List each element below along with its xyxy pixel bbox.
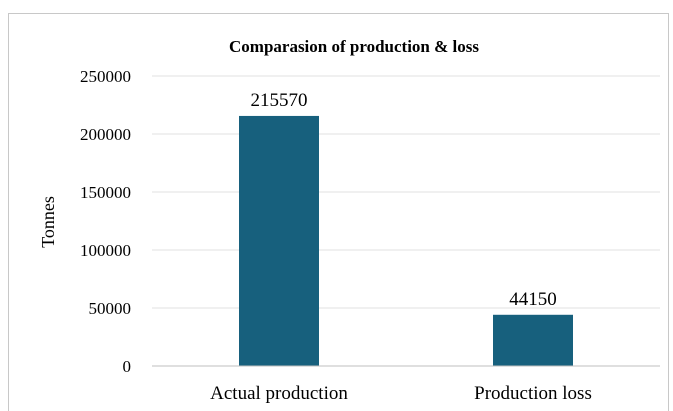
bar-0 <box>239 115 319 366</box>
y-tick-labels: 0 50000 100000 150000 200000 250000 <box>80 67 131 376</box>
y-tick-label: 250000 <box>80 67 131 86</box>
category-label-1: Production loss <box>474 383 592 404</box>
category-label-0: Actual production <box>210 383 348 404</box>
gridlines <box>152 75 660 309</box>
category-labels: Actual production Production loss <box>210 383 592 404</box>
y-axis-label: Tonnes <box>38 196 58 248</box>
chart-frame <box>8 13 669 411</box>
y-tick-label: 150000 <box>80 183 131 202</box>
y-tick-label: 200000 <box>80 125 131 144</box>
data-label-0: 215570 <box>251 90 308 111</box>
y-tick-label: 0 <box>123 357 132 376</box>
chart-title: Comparasion of production & loss <box>229 37 479 56</box>
data-label-1: 44150 <box>509 289 557 310</box>
bars <box>239 115 573 366</box>
y-tick-label: 100000 <box>80 241 131 260</box>
y-tick-label: 50000 <box>89 299 132 318</box>
bar-1 <box>493 314 573 366</box>
data-labels: 215570 44150 <box>251 90 557 310</box>
